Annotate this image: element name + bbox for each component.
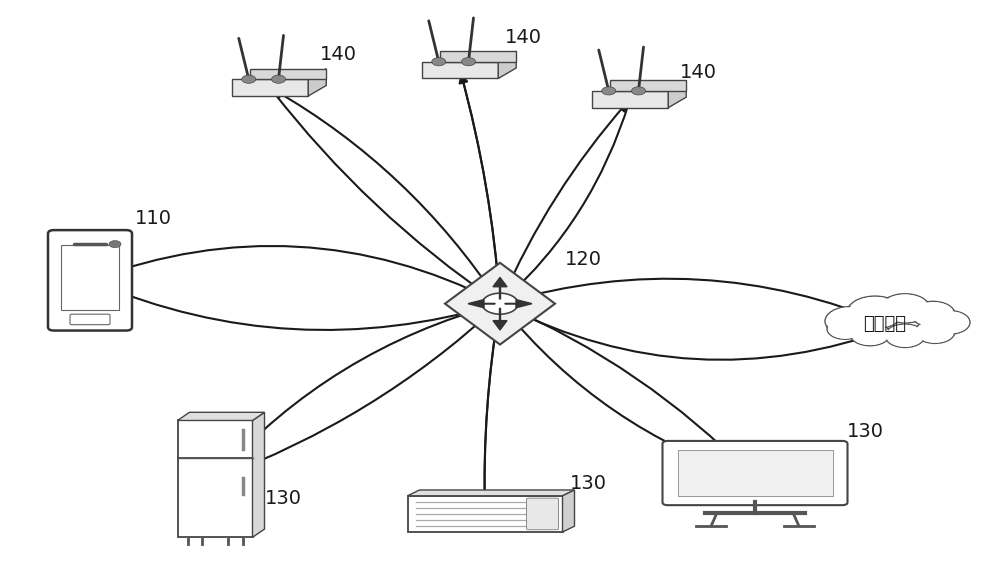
- Circle shape: [915, 320, 955, 343]
- Polygon shape: [408, 496, 562, 532]
- Polygon shape: [440, 51, 516, 62]
- Circle shape: [931, 311, 969, 333]
- FancyArrow shape: [468, 300, 495, 308]
- Circle shape: [886, 325, 924, 347]
- Circle shape: [851, 323, 889, 345]
- Circle shape: [880, 294, 930, 323]
- Circle shape: [462, 58, 476, 66]
- Polygon shape: [562, 490, 574, 532]
- Polygon shape: [592, 91, 668, 107]
- Circle shape: [602, 87, 616, 95]
- Polygon shape: [610, 81, 686, 91]
- Polygon shape: [408, 490, 574, 496]
- Text: 130: 130: [265, 489, 302, 508]
- Text: 130: 130: [847, 422, 884, 441]
- FancyArrow shape: [505, 300, 532, 308]
- FancyBboxPatch shape: [678, 450, 832, 496]
- Circle shape: [272, 75, 286, 84]
- Circle shape: [850, 322, 890, 346]
- Circle shape: [930, 311, 970, 334]
- Polygon shape: [252, 412, 264, 537]
- Text: 外部网络: 外部网络: [864, 315, 906, 333]
- FancyBboxPatch shape: [61, 245, 119, 310]
- Circle shape: [881, 294, 929, 322]
- Circle shape: [482, 293, 518, 314]
- FancyArrow shape: [493, 308, 507, 330]
- Polygon shape: [178, 412, 264, 420]
- Polygon shape: [308, 69, 326, 96]
- Text: 140: 140: [680, 62, 717, 82]
- Text: 140: 140: [320, 45, 357, 64]
- Text: 110: 110: [135, 208, 172, 228]
- Polygon shape: [498, 51, 516, 78]
- Polygon shape: [668, 81, 686, 107]
- FancyBboxPatch shape: [526, 498, 558, 530]
- Text: 130: 130: [570, 474, 607, 493]
- Polygon shape: [422, 62, 498, 78]
- FancyBboxPatch shape: [662, 441, 847, 505]
- Text: 140: 140: [505, 27, 542, 47]
- Circle shape: [911, 301, 955, 327]
- Circle shape: [847, 296, 903, 329]
- Circle shape: [432, 58, 446, 66]
- Polygon shape: [178, 420, 252, 458]
- FancyBboxPatch shape: [70, 314, 110, 325]
- Circle shape: [828, 319, 862, 339]
- Circle shape: [916, 321, 954, 343]
- Circle shape: [912, 302, 954, 326]
- FancyArrow shape: [493, 277, 507, 299]
- Polygon shape: [232, 79, 308, 96]
- Circle shape: [109, 241, 121, 248]
- Circle shape: [825, 307, 875, 336]
- Circle shape: [885, 324, 925, 347]
- Circle shape: [826, 307, 874, 335]
- Polygon shape: [178, 458, 252, 537]
- Circle shape: [632, 87, 646, 95]
- Circle shape: [242, 75, 256, 84]
- FancyBboxPatch shape: [48, 230, 132, 331]
- Circle shape: [827, 318, 863, 339]
- Text: 120: 120: [565, 249, 602, 269]
- Circle shape: [848, 297, 902, 328]
- Polygon shape: [445, 263, 555, 345]
- Polygon shape: [250, 69, 326, 79]
